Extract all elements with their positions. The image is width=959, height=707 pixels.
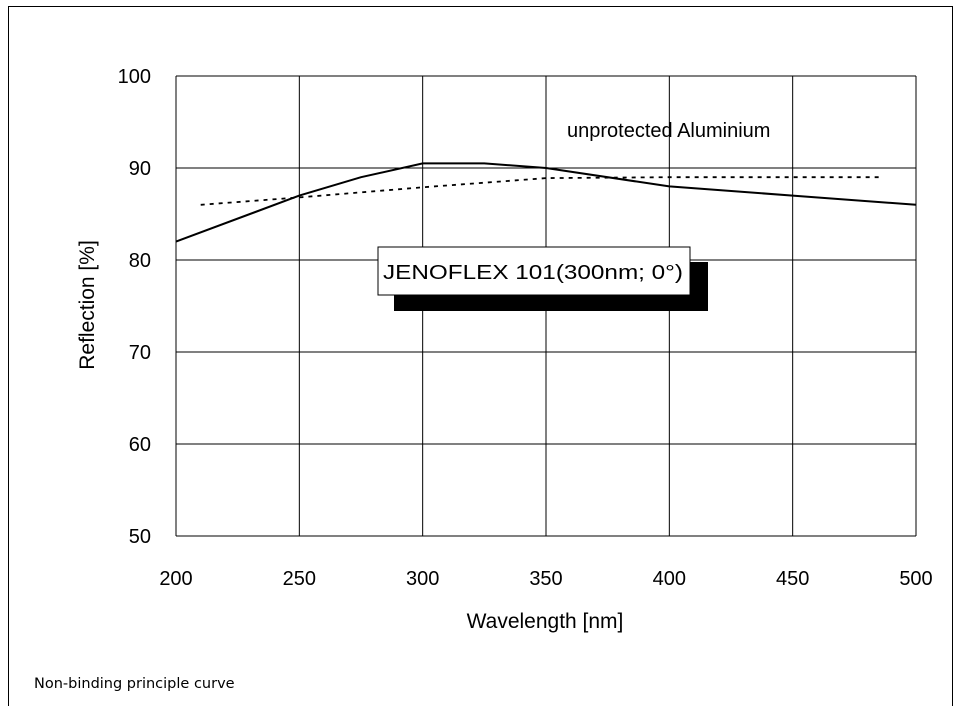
footnote: Non-binding principle curve — [34, 676, 235, 692]
x-tick-labels: 200 250 300 350 400 450 500 — [159, 568, 932, 590]
series-label-text: unprotected Aluminium — [567, 120, 770, 142]
x-tick-450: 450 — [776, 568, 809, 590]
y-tick-100: 100 — [118, 66, 151, 88]
series-line-jenoflex-101 — [175, 162, 917, 243]
series-lines — [175, 162, 917, 243]
series-line-unprotected-aluminium — [200, 176, 879, 206]
y-tick-labels: 50 60 70 80 90 100 — [118, 66, 151, 548]
label-box — [377, 246, 691, 296]
x-tick-300: 300 — [406, 568, 439, 590]
x-tick-200: 200 — [159, 568, 192, 590]
x-tick-250: 250 — [283, 568, 316, 590]
y-tick-60: 60 — [129, 434, 151, 456]
x-tick-400: 400 — [653, 568, 686, 590]
series-label-text: JENOFLEX 101(300nm; 0°) — [383, 262, 683, 284]
y-tick-70: 70 — [129, 342, 151, 364]
y-axis-title: Reflection [%] — [76, 240, 99, 370]
y-tick-50: 50 — [129, 526, 151, 548]
y-tick-80: 80 — [129, 250, 151, 272]
x-tick-350: 350 — [529, 568, 562, 590]
series-label-unprotected-aluminium: unprotected Aluminium — [567, 120, 770, 142]
chart-frame — [8, 6, 953, 706]
x-axis-title: Wavelength [nm] — [467, 610, 624, 633]
series-label-jenoflex: JENOFLEX 101(300nm; 0°) — [377, 246, 708, 311]
y-tick-90: 90 — [129, 158, 151, 180]
x-tick-500: 500 — [899, 568, 932, 590]
